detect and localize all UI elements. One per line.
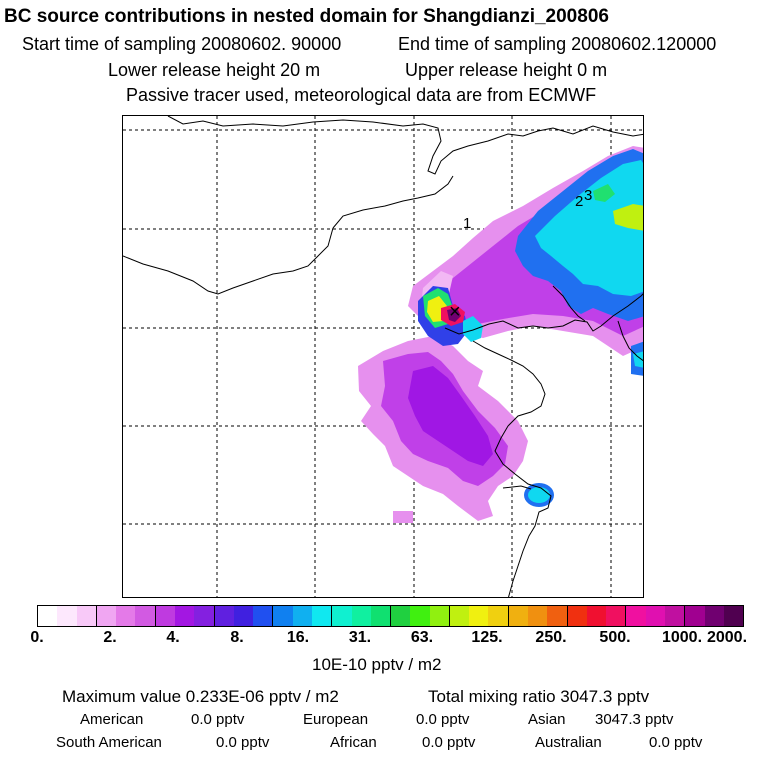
color-scale-segment	[547, 606, 567, 626]
region-name: European	[303, 711, 369, 728]
receptor-marker: ×	[449, 301, 461, 323]
lower-release-text: Lower release height 20 m	[108, 60, 321, 80]
scale-tick: 4.	[166, 629, 180, 646]
color-scale-bar	[37, 605, 744, 627]
color-scale-segment	[154, 606, 175, 626]
color-scale-segment	[390, 606, 411, 626]
color-scale-segment	[76, 606, 96, 626]
color-scale-segment	[57, 606, 77, 626]
scale-tick: 0.	[30, 629, 44, 646]
region-label-3: 3	[584, 187, 592, 204]
color-scale-segment	[429, 606, 449, 626]
color-scale-segment	[704, 606, 724, 626]
color-scale-segment	[645, 606, 665, 626]
region-value: 0.0 pptv	[191, 711, 245, 728]
scale-tick: 500.	[599, 629, 631, 646]
map-title: BC source contributions in nested domain…	[4, 6, 609, 27]
color-scale-segment	[95, 606, 117, 626]
scale-tick: 1000.	[661, 629, 703, 646]
color-scale-segment	[311, 606, 332, 626]
region-label-1: 1	[463, 215, 471, 232]
scale-tick: 8.	[230, 629, 244, 646]
color-scale-segment	[253, 606, 273, 626]
color-scale-segment	[38, 606, 58, 626]
region-name: Asian	[528, 711, 566, 728]
region-value: 3047.3 pptv	[595, 711, 674, 728]
region-label-2: 2	[575, 193, 583, 210]
scale-tick: 31.	[348, 629, 372, 646]
scale-tick: 63.	[410, 629, 434, 646]
color-scale-segment	[665, 606, 685, 626]
region-value: 0.0 pptv	[416, 711, 470, 728]
color-scale-segment	[723, 606, 744, 626]
region-value: 0.0 pptv	[649, 734, 703, 751]
maximum-value-text: Maximum value 0.233E-06 pptv / m2	[62, 687, 339, 706]
color-scale-segment	[528, 606, 548, 626]
end-time-text: End time of sampling 20080602.120000	[398, 34, 717, 54]
color-scale-segment	[174, 606, 195, 626]
region-name: Australian	[535, 734, 602, 751]
color-scale-segment	[507, 606, 529, 626]
color-scale-segment	[351, 606, 371, 626]
scale-tick: 250.	[535, 629, 567, 646]
scale-tick: 16.	[286, 629, 310, 646]
start-time-text: Start time of sampling 20080602. 90000	[22, 34, 342, 54]
region-name: African	[330, 734, 377, 751]
color-scale-segment	[331, 606, 352, 626]
color-scale-segment	[370, 606, 391, 626]
color-scale-segment	[684, 606, 705, 626]
source-contribution-map: 1 2 3 ×	[122, 115, 644, 598]
color-scale-segment	[566, 606, 587, 626]
scale-unit-label: 10E-10 pptv / m2	[312, 655, 442, 674]
color-scale-segment	[586, 606, 607, 626]
region-value: 0.0 pptv	[216, 734, 270, 751]
region-value: 0.0 pptv	[422, 734, 476, 751]
color-scale-segment	[233, 606, 254, 626]
upper-release-text: Upper release height 0 m	[405, 60, 608, 80]
color-scale-segment	[272, 606, 293, 626]
color-scale-segment	[606, 606, 626, 626]
color-scale-segment	[194, 606, 214, 626]
plume-high	[423, 184, 643, 328]
tracer-note: Passive tracer used, meteorological data…	[126, 85, 597, 105]
color-scale-segment	[625, 606, 646, 626]
total-mixing-ratio-text: Total mixing ratio 3047.3 pptv	[428, 687, 650, 706]
color-scale-segment	[135, 606, 155, 626]
color-scale-segment	[448, 606, 470, 626]
color-scale-segment	[213, 606, 234, 626]
map-canvas: 1 2 3 ×	[123, 116, 643, 597]
map-gridlines	[123, 116, 643, 597]
region-name: American	[80, 711, 144, 728]
color-scale-segment	[292, 606, 312, 626]
color-scale-segment	[488, 606, 508, 626]
scale-tick: 125.	[471, 629, 503, 646]
region-name: South American	[56, 734, 162, 751]
color-scale-segment	[410, 606, 430, 626]
scale-tick: 2.	[103, 629, 117, 646]
color-scale-segment	[116, 606, 136, 626]
scale-tick: 2000.	[706, 629, 748, 646]
coastlines	[123, 116, 643, 597]
color-scale-segment	[469, 606, 489, 626]
